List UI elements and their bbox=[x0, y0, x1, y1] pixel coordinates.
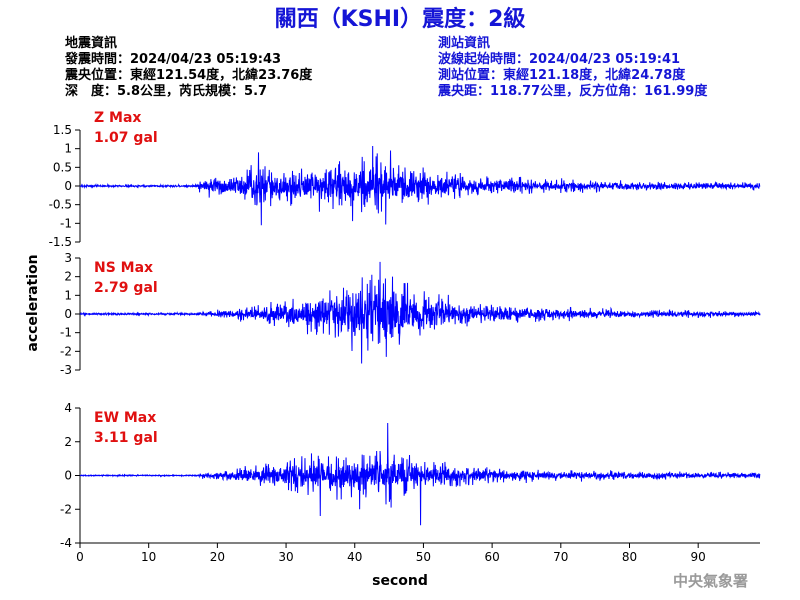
ew-y-tick-label: -4 bbox=[60, 536, 72, 550]
ew-max-value: 3.11 gal bbox=[94, 430, 158, 446]
quake-info-heading: 地震資訊 bbox=[65, 35, 117, 51]
ns-y-tick-label: 0 bbox=[64, 307, 72, 321]
x-axis: 0 10 20 30 40 50 60 70 80 90 bbox=[76, 542, 760, 564]
distance-azimuth: 震央距：118.77公里，反方位角：161.99度 bbox=[437, 83, 708, 99]
x-tick-label: 60 bbox=[484, 550, 499, 564]
ns-y-tick-label: 1 bbox=[64, 288, 72, 302]
quake-epicenter: 震央位置：東經121.54度，北緯23.76度 bbox=[64, 67, 313, 83]
z-y-tick-label: 0 bbox=[64, 179, 72, 193]
station-info-heading: 測站資訊 bbox=[438, 35, 490, 51]
quake-depth-magnitude: 深 度：5.8公里，芮氏規模：5.7 bbox=[65, 83, 267, 99]
chart-title: 關西（KSHI）震度：2級 bbox=[275, 6, 526, 32]
x-tick-label: 80 bbox=[622, 550, 637, 564]
ew-y-tick-label: 2 bbox=[64, 435, 72, 449]
wave-start-time: 波線起始時間：2024/04/23 05:19:41 bbox=[438, 51, 680, 67]
x-tick-label: 50 bbox=[416, 550, 431, 564]
ns-y-tick-label: 2 bbox=[64, 270, 72, 284]
ns-max-label: NS Max bbox=[94, 260, 153, 276]
ns-waveform-line bbox=[79, 261, 761, 364]
z-y-tick-label: 1 bbox=[64, 142, 72, 156]
ew-y-tick-label: -2 bbox=[60, 502, 72, 516]
ew-y-tick-label: 0 bbox=[64, 469, 72, 483]
x-tick-label: 0 bbox=[76, 550, 84, 564]
z-y-tick-label: -1.5 bbox=[49, 235, 72, 249]
z-max-value: 1.07 gal bbox=[94, 130, 158, 146]
z-max-label: Z Max bbox=[94, 110, 141, 126]
panel-z: Z Max 1.07 gal 1.5 1 0.5 0 -0.5 -1 -1.5 bbox=[49, 110, 761, 249]
x-tick-label: 90 bbox=[691, 550, 706, 564]
ew-y-tick-label: 4 bbox=[64, 401, 72, 415]
quake-info-block: 地震資訊 發震時間：2024/04/23 05:19:43 震央位置：東經121… bbox=[64, 35, 313, 99]
x-axis-label: second bbox=[372, 573, 428, 589]
z-y-tick-label: 0.5 bbox=[53, 160, 72, 174]
station-location: 測站位置：東經121.18度，北緯24.78度 bbox=[438, 67, 686, 83]
agency-label: 中央氣象署 bbox=[673, 572, 748, 590]
z-waveform-line bbox=[79, 146, 761, 226]
y-axis-label: acceleration bbox=[25, 254, 41, 351]
z-y-tick-label: -1 bbox=[60, 216, 72, 230]
ew-waveform-line bbox=[79, 423, 761, 526]
x-tick-label: 30 bbox=[278, 550, 293, 564]
x-tick-label: 20 bbox=[210, 550, 225, 564]
x-tick-label: 40 bbox=[347, 550, 362, 564]
ns-y-tick-label: -3 bbox=[60, 363, 72, 377]
panel-ns: NS Max 2.79 gal 3 2 1 0 -1 -2 -3 bbox=[60, 251, 761, 377]
x-tick-label: 10 bbox=[141, 550, 156, 564]
ns-y-tick-label: -1 bbox=[60, 326, 72, 340]
ns-y-tick-label: 3 bbox=[64, 251, 72, 265]
quake-origin-time: 發震時間：2024/04/23 05:19:43 bbox=[64, 51, 281, 67]
z-y-tick-label: -0.5 bbox=[49, 198, 72, 212]
ns-y-tick-label: -2 bbox=[60, 344, 72, 358]
z-y-tick-label: 1.5 bbox=[53, 123, 72, 137]
station-info-block: 測站資訊 波線起始時間：2024/04/23 05:19:41 測站位置：東經1… bbox=[437, 35, 708, 99]
panel-ew: EW Max 3.11 gal 4 2 0 -2 -4 bbox=[60, 401, 761, 550]
ew-max-label: EW Max bbox=[94, 410, 156, 426]
x-tick-label: 70 bbox=[553, 550, 568, 564]
ns-max-value: 2.79 gal bbox=[94, 280, 158, 296]
